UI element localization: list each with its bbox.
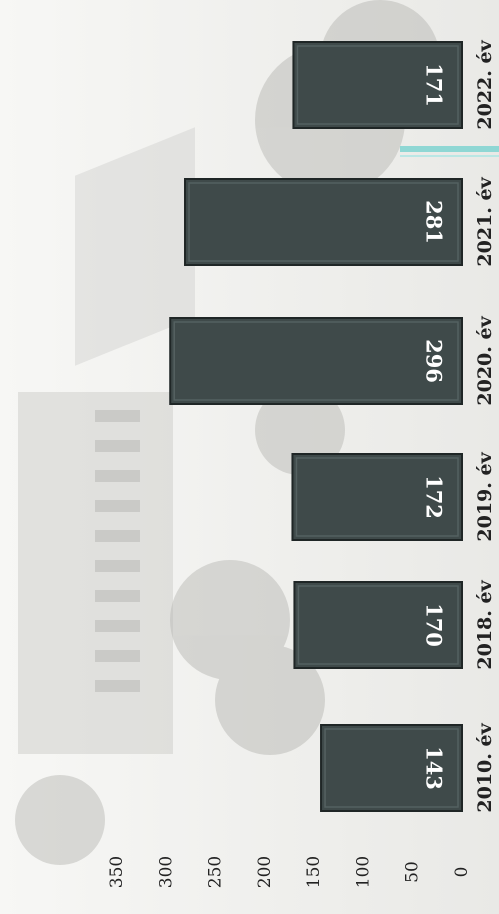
bar-2021. év [184,178,463,266]
bar-bevel [297,585,459,665]
tick-label-150: 150 [304,856,324,888]
category-label: 2020. év [474,315,496,405]
value-axis: 0 50 100 150 200 250 300 350 [107,856,472,888]
tick-label-100: 100 [353,856,373,888]
bar-bevel [296,45,459,125]
bar-bevel [173,321,459,401]
bar-value-label: 143 [422,746,447,790]
bar-value-label: 281 [422,200,447,244]
bar-bevel [295,457,459,537]
category-label: 2018. év [474,579,496,669]
bar-2020. év [169,317,463,405]
category-label: 2022. év [474,39,496,129]
bar-value-label: 296 [422,339,447,383]
bar-2022. év [292,41,464,129]
bar-value-label: 170 [422,603,447,647]
category-label: 2010. év [474,722,496,812]
bar-value-label: 171 [422,63,447,107]
bar-2019. év [291,453,464,541]
category-label: 2021. év [474,176,496,266]
tick-label-200: 200 [255,856,275,888]
bar-2010. év [320,724,463,812]
bar-bevel [188,182,459,262]
bar-value-label: 172 [422,475,447,519]
tick-label-250: 250 [206,856,226,888]
bar-bevel [324,728,459,808]
tick-label-0: 0 [452,867,472,878]
tick-label-50: 50 [403,861,423,883]
category-axis: 2010. év 2018. év 2019. év 2020. év 2021. év… [474,39,496,812]
bars-group: 143 170 172 296 281 171 [169,41,464,812]
tick-label-350: 350 [107,856,127,888]
tick-label-300: 300 [156,856,176,888]
category-label: 2019. év [474,451,496,541]
bar-2018. év [293,581,463,669]
